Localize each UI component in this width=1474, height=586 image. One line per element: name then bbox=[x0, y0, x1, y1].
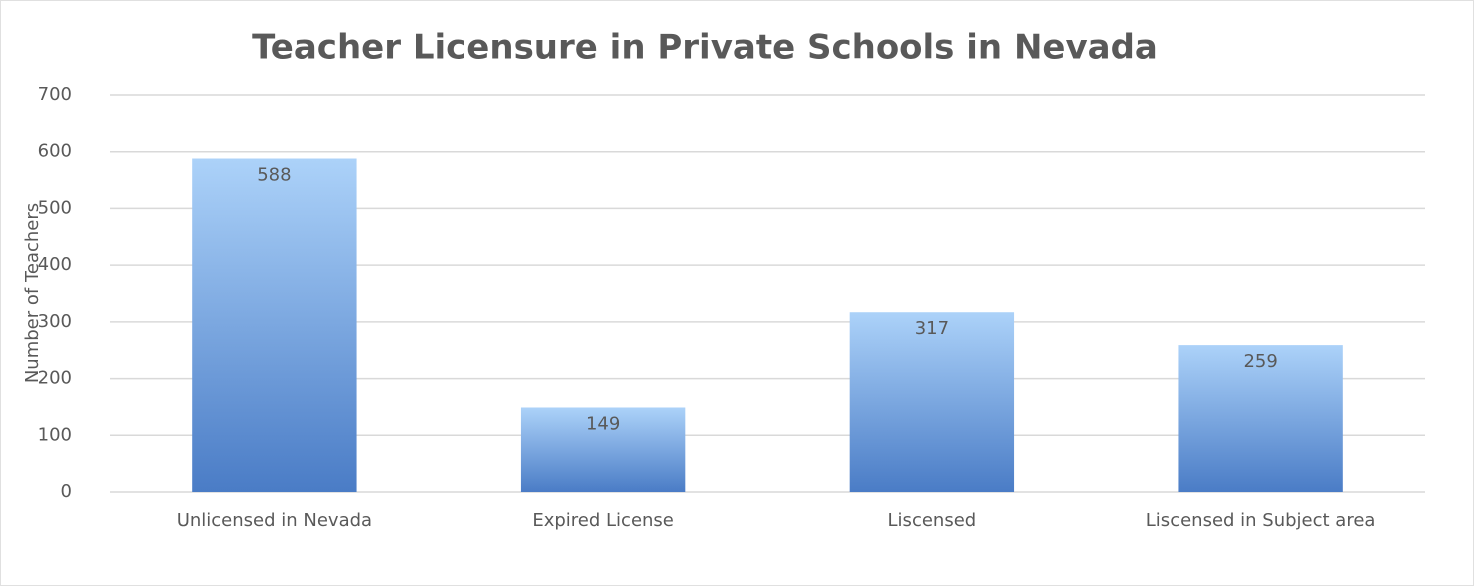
y-tick-label: 600 bbox=[38, 141, 72, 162]
x-tick-label: Expired License bbox=[532, 510, 674, 531]
data-label: 149 bbox=[586, 413, 620, 434]
bar bbox=[849, 312, 1015, 492]
y-tick-label: 500 bbox=[38, 197, 72, 218]
chart-title: Teacher Licensure in Private Schools in … bbox=[252, 28, 1158, 68]
bar bbox=[192, 158, 357, 492]
y-tick-label: 100 bbox=[38, 424, 72, 445]
bar bbox=[520, 407, 686, 492]
y-tick-label: 200 bbox=[38, 368, 72, 389]
y-tick-label: 0 bbox=[61, 481, 72, 502]
y-tick-label: 400 bbox=[38, 254, 72, 275]
bar bbox=[1178, 345, 1343, 492]
data-label: 588 bbox=[257, 165, 291, 186]
y-axis-label: Number of Teachers bbox=[22, 203, 43, 383]
x-tick-label: Liscensed in Subject area bbox=[1146, 510, 1376, 531]
x-tick-label: Unlicensed in Nevada bbox=[177, 510, 372, 531]
x-tick-label: Liscensed bbox=[888, 510, 977, 531]
data-label: 317 bbox=[915, 318, 949, 339]
data-label: 259 bbox=[1243, 351, 1277, 372]
y-tick-label: 700 bbox=[38, 84, 72, 105]
y-tick-label: 300 bbox=[38, 311, 72, 332]
